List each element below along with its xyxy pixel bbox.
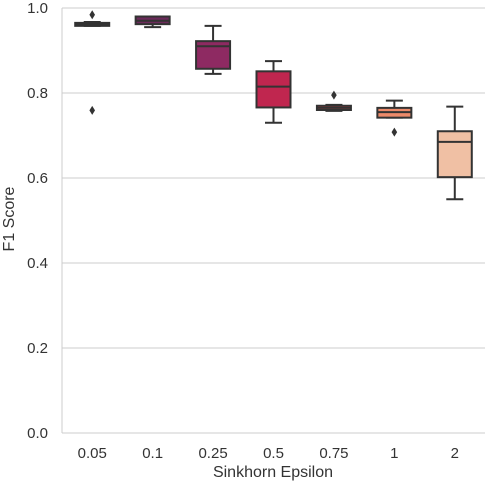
y-tick-labels: 0.0 0.2 0.4 0.6 0.8 1.0 xyxy=(27,0,48,442)
x-tick-label: 0.1 xyxy=(142,445,163,462)
box-0.1 xyxy=(134,15,171,29)
plot-frame xyxy=(61,8,485,434)
boxes xyxy=(74,10,473,201)
x-tick-label: 0.5 xyxy=(263,445,284,462)
box-iqr xyxy=(436,130,473,179)
x-tick-label: 1 xyxy=(390,445,398,462)
x-tick-labels: 0.05 0.1 0.25 0.5 0.75 1 2 xyxy=(78,445,459,462)
y-tick-label: 0.4 xyxy=(27,255,48,272)
box-0.75 xyxy=(315,90,352,112)
box-0.05 xyxy=(74,10,111,115)
outlier-point xyxy=(331,90,337,100)
x-axis-label: Sinkhorn Epsilon xyxy=(213,464,333,481)
outlier-point xyxy=(89,10,96,20)
box-iqr xyxy=(255,70,292,109)
x-tick-label: 0.05 xyxy=(78,445,107,462)
x-tick-label: 0.75 xyxy=(319,445,348,462)
box-2 xyxy=(436,105,473,201)
y-tick-label: 0.6 xyxy=(27,170,48,187)
x-tick-label: 0.25 xyxy=(198,445,227,462)
box-0.5 xyxy=(255,60,292,124)
outlier-point xyxy=(89,105,96,115)
outlier-point xyxy=(391,127,398,137)
x-tick-label: 2 xyxy=(451,445,459,462)
y-tick-label: 1.0 xyxy=(27,0,48,17)
y-tick-label: 0.2 xyxy=(27,340,48,357)
box-0.25 xyxy=(195,24,232,75)
box-1 xyxy=(376,99,413,137)
y-axis-label: F1 Score xyxy=(1,186,18,251)
y-tick-label: 0.8 xyxy=(27,85,48,102)
y-tick-label: 0.0 xyxy=(27,425,48,442)
